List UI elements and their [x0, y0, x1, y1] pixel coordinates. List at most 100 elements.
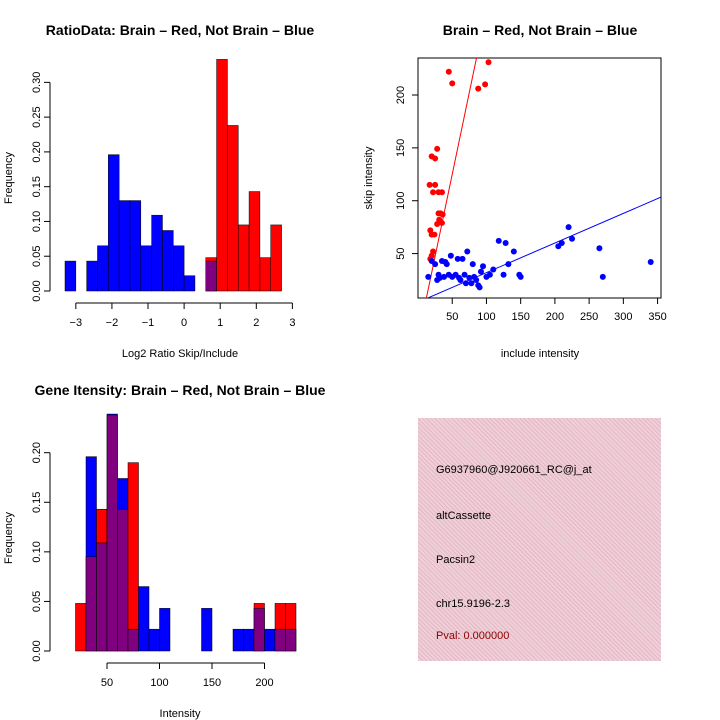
scatter-y-tick-label: 50: [395, 247, 407, 259]
scatter-point: [495, 237, 502, 244]
scatter-point: [432, 155, 439, 162]
intensity-x-tick-label: 100: [150, 677, 168, 689]
ratio-bar-not-brain: [64, 260, 77, 292]
scatter-fit-line: [426, 196, 661, 298]
scatter-point: [439, 211, 446, 218]
ratio-bar-not-brain: [86, 260, 98, 292]
ratio-x-tick-label: 3: [289, 317, 295, 329]
scatter-point: [466, 274, 473, 281]
intensity-x-tick-label: 50: [101, 677, 113, 689]
probe-id: G6937960@J920661_RC@j_at: [436, 464, 592, 476]
scatter-point: [449, 80, 456, 87]
intensity-y-tick-label: 0.00: [31, 640, 43, 661]
intensity-bar-overlap: [96, 542, 108, 652]
intensity-bar-overlap: [106, 414, 118, 652]
scatter-ylabel: skip intensity: [363, 146, 375, 209]
scatter-x-tick-label: 250: [580, 311, 598, 323]
ratio-histogram-ylabel: Frequency: [3, 152, 15, 204]
intensity-bar-not-brain: [243, 628, 255, 652]
scatter-point: [443, 261, 450, 268]
ratio-y-tick-label: 0.25: [31, 106, 43, 127]
scatter-point: [596, 245, 603, 252]
ratio-bar-overlap: [205, 260, 217, 292]
scatter-point: [438, 219, 445, 226]
scatter-point: [502, 240, 509, 247]
scatter-point: [461, 271, 468, 278]
ratio-bar-brain: [259, 257, 271, 292]
scatter-point: [475, 85, 482, 92]
ratio-bar-brain: [227, 125, 239, 292]
intensity-bar-not-brain: [201, 608, 213, 652]
ratio-y-tick-label: 0.10: [31, 211, 43, 232]
ratio-y-tick-label: 0.05: [31, 246, 43, 267]
scatter-point: [432, 181, 439, 188]
scatter-xlabel: include intensity: [501, 348, 580, 360]
scatter-point: [438, 189, 445, 196]
ratio-x-tick-label: 2: [253, 317, 259, 329]
gene-intensity-xlabel: Intensity: [160, 708, 201, 720]
scatter-point: [447, 252, 454, 259]
ratio-bar-not-brain: [173, 245, 185, 292]
intensity-bar-overlap: [253, 608, 265, 652]
ratio-bar-not-brain: [140, 245, 152, 292]
intensity-bar-not-brain: [159, 608, 171, 652]
intensity-bar-not-brain: [232, 628, 244, 652]
intensity-y-tick-label: 0.10: [31, 541, 43, 562]
intensity-bar-overlap: [285, 628, 297, 652]
gene-name: Pacsin2: [436, 554, 476, 566]
ratio-x-tick-label: 0: [181, 317, 187, 329]
scatter-point: [473, 277, 480, 284]
ratio-bar-not-brain: [97, 245, 109, 292]
scatter-point: [468, 280, 475, 287]
intensity-scatter-panel: Brain – Red, Not Brain – Blue include in…: [363, 22, 667, 360]
scatter-point: [480, 263, 487, 270]
intensity-x-tick-label: 150: [203, 677, 221, 689]
intensity-y-tick-label: 0.20: [31, 442, 43, 463]
ratio-histogram-panel: RatioData: Brain – Red, Not Brain – Blue…: [3, 22, 314, 360]
scatter-point: [490, 266, 497, 273]
scatter-point: [599, 273, 606, 280]
gene-intensity-ylabel: Frequency: [3, 512, 15, 564]
ratio-y-tick-label: 0.15: [31, 176, 43, 197]
scatter-point: [454, 255, 461, 262]
scatter-point: [482, 81, 489, 88]
ratio-bar-brain: [270, 224, 282, 292]
ratio-bar-not-brain: [151, 214, 163, 292]
scatter-x-tick-label: 150: [511, 311, 529, 323]
scatter-plot-box: [417, 57, 662, 299]
genomic-location: chr15.9196-2.3: [436, 598, 510, 610]
intensity-y-tick-label: 0.05: [31, 591, 43, 612]
scatter-point: [477, 268, 484, 275]
scatter-point: [459, 255, 466, 262]
ratio-bar-not-brain: [118, 200, 131, 292]
ratio-bar-not-brain: [183, 275, 196, 292]
intensity-bar-overlap: [127, 628, 139, 652]
gene-intensity-title: Gene Itensity: Brain – Red, Not Brain – …: [35, 382, 326, 398]
ratio-y-tick-label: 0.20: [31, 141, 43, 162]
ratio-x-tick-label: −3: [70, 317, 83, 329]
scatter-x-tick-label: 50: [446, 311, 458, 323]
scatter-point: [462, 280, 469, 287]
ratio-bar-not-brain: [129, 200, 142, 292]
intensity-bar-not-brain: [148, 628, 160, 652]
scatter-point: [485, 59, 492, 66]
scatter-point: [434, 145, 441, 152]
event-type: altCassette: [436, 510, 492, 522]
ratio-x-tick-label: −2: [106, 317, 119, 329]
gene-intensity-histogram-panel: Gene Itensity: Brain – Red, Not Brain – …: [3, 382, 326, 720]
scatter-y-tick-label: 200: [395, 86, 407, 104]
scatter-point: [425, 273, 432, 280]
p-value: Pval: 0.000000: [436, 630, 510, 642]
scatter-point: [517, 273, 524, 280]
scatter-point: [565, 224, 572, 231]
scatter-point: [476, 284, 483, 291]
ratio-histogram-xlabel: Log2 Ratio Skip/Include: [122, 348, 238, 360]
scatter-point: [500, 271, 507, 278]
scatter-point: [469, 261, 476, 268]
intensity-bar-overlap: [85, 556, 97, 652]
intensity-bar-overlap: [274, 628, 286, 652]
ratio-bar-not-brain: [108, 154, 120, 292]
probe-info-panel: G6937960@J920661_RC@j_at altCassette Pac…: [418, 418, 661, 661]
ratio-bar-brain: [248, 191, 261, 292]
